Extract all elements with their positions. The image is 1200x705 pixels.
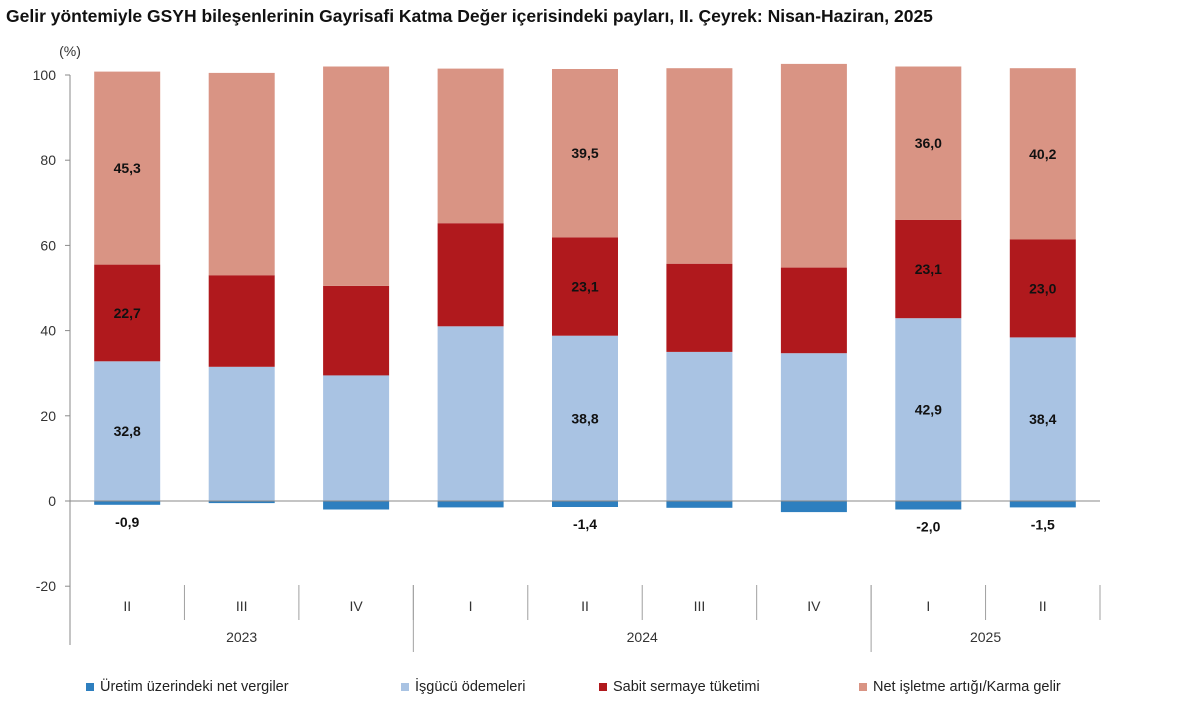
data-label: 22,7 (114, 305, 141, 321)
bar-segment (323, 501, 390, 510)
chart-title: Gelir yöntemiyle GSYH bileşenlerinin Gay… (6, 6, 933, 26)
bar-segment (208, 72, 275, 276)
bar-segment (323, 375, 390, 501)
bars-layer (94, 63, 1076, 513)
bar-segment (552, 501, 618, 507)
data-label: 23,1 (571, 279, 598, 295)
y-tick-label: 0 (48, 493, 56, 509)
bar-segment (895, 219, 962, 319)
y-tick-label: 40 (40, 323, 56, 339)
bar-segment (666, 351, 733, 501)
data-label: 39,5 (571, 145, 598, 161)
bar-segment (1009, 501, 1076, 508)
legend-label: Net işletme artığı/Karma gelir (873, 679, 1061, 695)
x-category-label: III (694, 598, 706, 614)
y-tick-label: -20 (36, 578, 56, 594)
x-year-label: 2024 (627, 629, 658, 645)
x-category-label: IV (807, 598, 821, 614)
x-category-label: I (926, 598, 930, 614)
legend: Üretim üzerindeki net vergiler İşgücü öde… (86, 679, 1119, 695)
bar-segment (208, 501, 275, 504)
bar-segment (780, 501, 847, 513)
bar-segment (895, 318, 962, 501)
bar-segment (437, 501, 504, 508)
data-label: -0,9 (115, 514, 139, 530)
x-category-label: III (236, 598, 248, 614)
bar-segment (94, 361, 161, 501)
bar-segment (94, 71, 161, 265)
legend-swatch (859, 683, 867, 691)
data-label: 42,9 (915, 402, 942, 418)
bar-segment (666, 501, 733, 508)
legend-item: Sabit sermaye tüketimi (599, 679, 859, 695)
bar-segment (323, 285, 390, 376)
data-label: 40,2 (1029, 146, 1056, 162)
bar-segment (208, 275, 275, 367)
data-label: 38,4 (1029, 411, 1056, 427)
y-tick-label: 100 (33, 67, 57, 83)
legend-item: İşgücü ödemeleri (401, 679, 599, 695)
data-label: 23,0 (1029, 280, 1056, 296)
bar-segment (895, 501, 962, 510)
bar-segment (780, 63, 847, 268)
bar-segment (208, 366, 275, 501)
y-tick-label: 80 (40, 152, 56, 168)
x-year-label: 2023 (226, 629, 257, 645)
bar-segment (323, 66, 390, 286)
bar-segment (552, 69, 618, 238)
y-tick-label: 20 (40, 408, 56, 424)
bar-segment (780, 353, 847, 501)
legend-item: Üretim üzerindeki net vergiler (86, 679, 401, 695)
data-label: 23,1 (915, 261, 942, 277)
bar-segment (94, 501, 161, 505)
bar-segment (1009, 68, 1076, 240)
legend-label: İşgücü ödemeleri (415, 679, 526, 695)
x-category-label: II (581, 598, 589, 614)
x-category-label: I (469, 598, 473, 614)
legend-label: Sabit sermaye tüketimi (613, 679, 760, 695)
bar-segment (666, 68, 733, 264)
legend-swatch (401, 683, 409, 691)
x-category-label: II (1039, 598, 1047, 614)
bar-segment (1009, 337, 1076, 501)
data-label: -1,5 (1031, 516, 1055, 532)
data-label: 45,3 (114, 160, 141, 176)
bar-segment (895, 66, 962, 220)
bar-segment (437, 68, 504, 224)
y-tick-label: 60 (40, 237, 56, 253)
data-label: -1,4 (573, 516, 597, 532)
data-label: 38,8 (571, 410, 598, 426)
legend-label: Üretim üzerindeki net vergiler (100, 679, 289, 695)
legend-swatch (599, 683, 607, 691)
bar-segment (94, 264, 161, 362)
x-category-label: II (123, 598, 131, 614)
bar-segment (552, 335, 618, 501)
data-labels-layer: -0,9 32,8 22,7 45,3 -1,4 38,8 23,1 39,5 -2,0 42,9… (114, 135, 1057, 534)
x-category-label: IV (349, 598, 363, 614)
x-year-label: 2025 (970, 629, 1001, 645)
data-label: 32,8 (114, 423, 141, 439)
bar-segment (780, 267, 847, 354)
bar-segment (666, 263, 733, 352)
data-label: 36,0 (915, 135, 942, 151)
data-label: -2,0 (916, 519, 940, 535)
legend-item: Net işletme artığı/Karma gelir (859, 679, 1119, 695)
y-axis-unit-label: (%) (59, 43, 81, 59)
legend-swatch (86, 683, 94, 691)
bar-segment (437, 326, 504, 501)
bar-segment (1009, 239, 1076, 338)
bar-segment (552, 237, 618, 336)
bar-segment (437, 223, 504, 327)
